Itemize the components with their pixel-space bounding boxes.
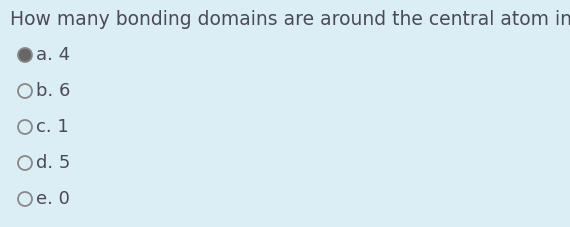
Circle shape	[18, 84, 32, 98]
Circle shape	[18, 48, 32, 62]
Text: a. 4: a. 4	[36, 46, 70, 64]
Circle shape	[18, 192, 32, 206]
Text: b. 6: b. 6	[36, 82, 70, 100]
Text: e. 0: e. 0	[36, 190, 70, 208]
Circle shape	[18, 156, 32, 170]
Text: c. 1: c. 1	[36, 118, 69, 136]
Text: How many bonding domains are around the central atom in [NH: How many bonding domains are around the …	[10, 10, 570, 29]
Text: d. 5: d. 5	[36, 154, 70, 172]
Circle shape	[18, 120, 32, 134]
